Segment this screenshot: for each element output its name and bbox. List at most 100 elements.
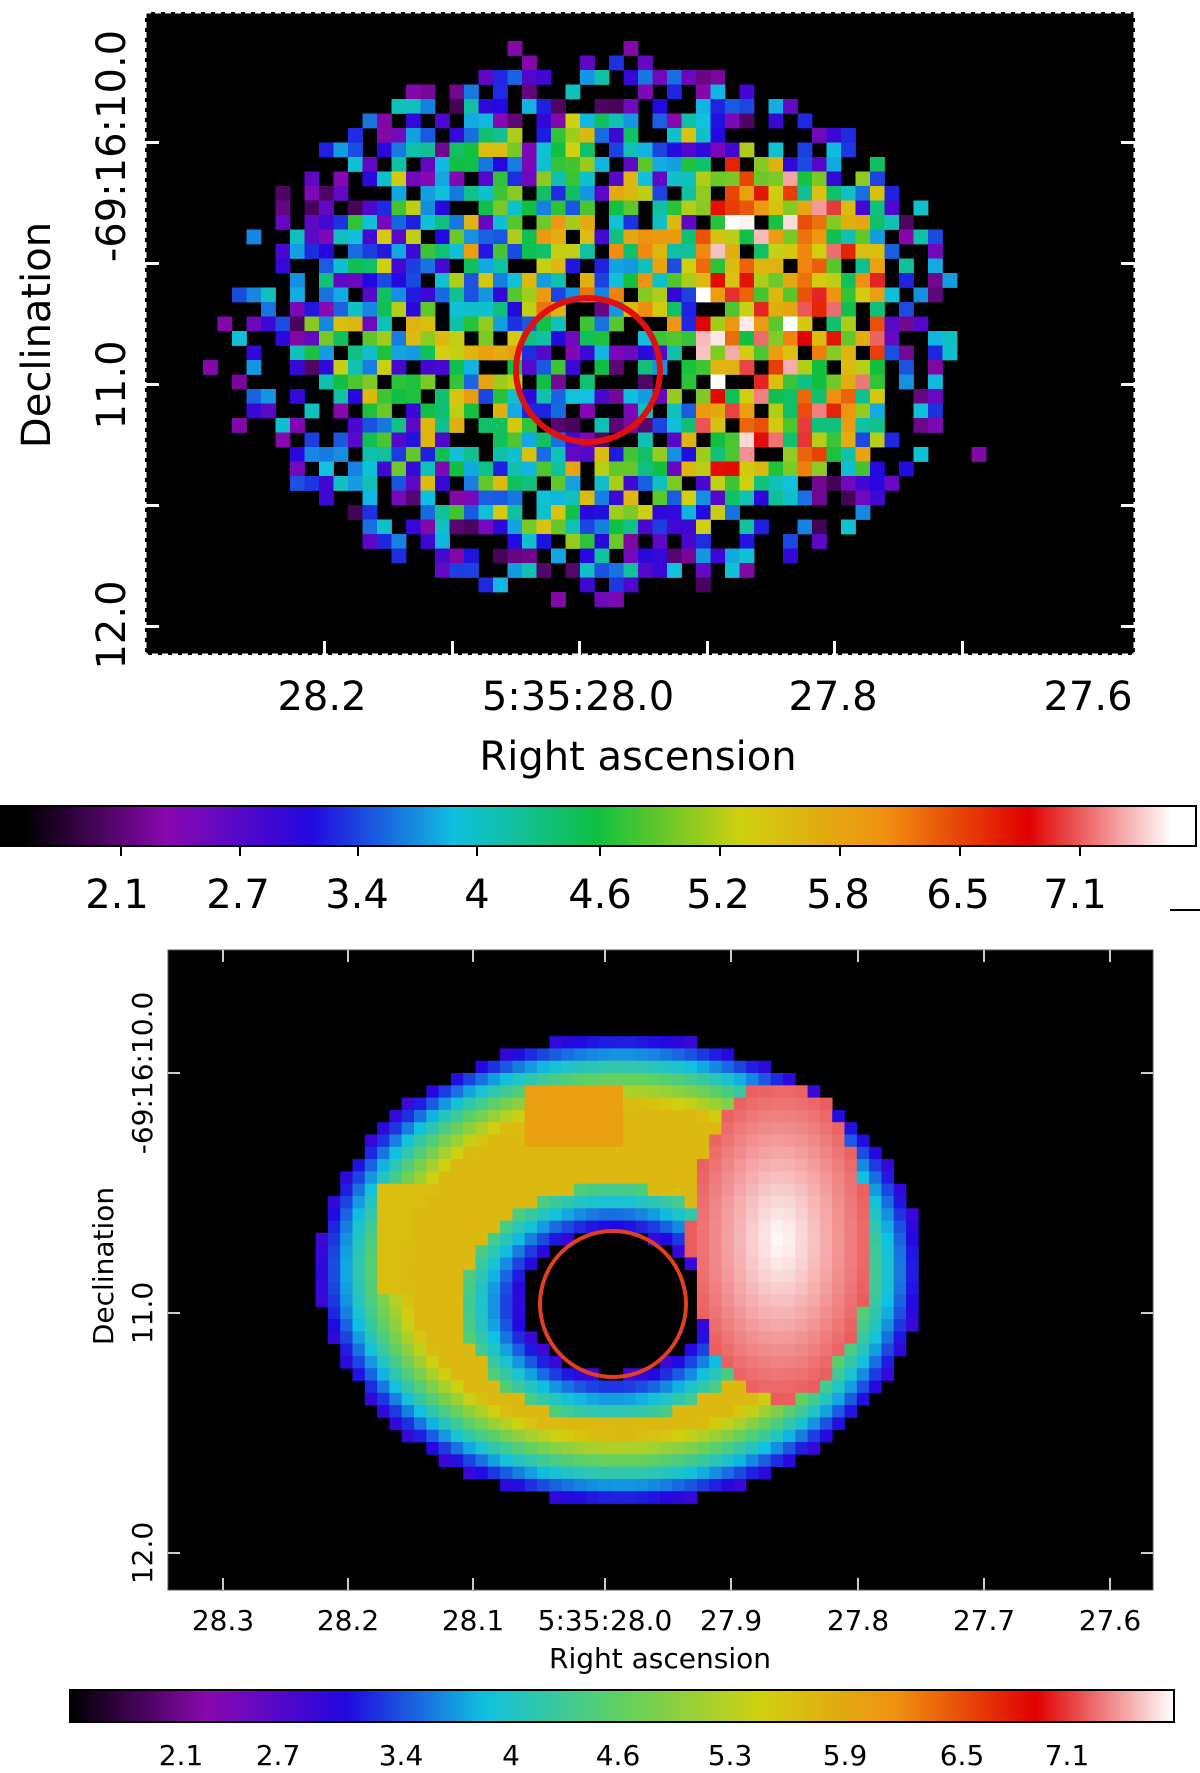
top-image-pixel [652,229,668,245]
top-image-pixel [565,258,581,274]
bottom-image-pixel [869,1294,882,1308]
bottom-image-pixel [500,1183,513,1197]
top-image-pixel [841,447,856,462]
top-image-pixel [522,142,537,158]
bottom-image-pixel [795,1220,808,1234]
top-image-pixel [841,360,856,375]
bottom-image-pixel [881,1306,895,1320]
bottom-image-pixel [340,1282,353,1295]
bottom-image-pixel [696,1134,710,1148]
top-image-pixel [420,128,436,143]
bottom-image-pixel [524,1478,538,1492]
bottom-image-pixel [524,1442,538,1455]
bottom-image-pixel [647,1036,661,1049]
top-image-pixel [841,128,856,143]
top-image-pixel [406,113,421,129]
top-image-pixel [406,229,421,245]
bottom-image-pixel [758,1085,772,1098]
top-image-pixel [507,186,523,201]
top-image-pixel [565,200,581,216]
bottom-image-pixel [352,1220,366,1234]
top-image-pixel [435,345,450,361]
top-colorbar-tick-label: 4 [464,872,489,918]
top-image-pixel [493,577,508,593]
bottom-image-pixel [598,1392,612,1406]
top-image-pixel [464,258,479,274]
bottom-image-pixel [426,1429,439,1443]
bottom-image-pixel [647,1122,661,1135]
top-image-pixel [362,200,378,216]
bottom-image-pixel [819,1343,833,1357]
bottom-image-pixel [696,1442,710,1455]
bottom-image-pixel [684,1171,698,1185]
top-image-pixel [812,418,827,433]
top-image-pixel [826,200,842,216]
bottom-image-pixel [696,1343,710,1357]
bottom-image-pixel [352,1306,366,1320]
bottom-image-pixel [684,1417,698,1431]
bottom-image-pixel [684,1196,698,1209]
bottom-image-pixel [598,1085,612,1098]
bottom-image-pixel [426,1232,439,1246]
top-image-pixel [826,331,842,346]
bottom-image-pixel [746,1171,759,1185]
top-image-pixel [754,186,769,201]
top-image-pixel [696,447,711,462]
bottom-image-pixel [721,1466,735,1480]
top-image-pixel [594,519,610,535]
top-image-pixel [638,447,653,462]
bottom-image-pixel [487,1146,501,1160]
top-image-pixel [667,200,682,216]
top-image-pixel [449,273,465,288]
bottom-image-pixel [733,1097,747,1111]
top-image-pixel [725,476,740,491]
top-image-pixel [826,142,842,158]
bottom-colorbar-tick-label: 6.5 [940,1739,985,1772]
bottom-image-pixel [733,1232,747,1246]
bottom-image-pixel [586,1073,599,1086]
bottom-image-pixel [807,1429,821,1443]
bottom-image-pixel [438,1134,452,1148]
bottom-image-pixel [414,1331,427,1344]
bottom-image-pixel [426,1122,439,1135]
bottom-image-pixel [340,1355,353,1369]
bottom-image-pixel [795,1319,808,1332]
bottom-image-pixel [401,1146,415,1160]
top-image-pixel [333,389,349,404]
top-image-pixel [551,171,566,187]
bottom-image-pixel [807,1392,821,1406]
bottom-image-pixel [524,1085,538,1098]
bottom-image-pixel [487,1294,501,1308]
bottom-image-pixel [475,1171,489,1185]
top-image-pixel [855,331,871,346]
top-image-pixel [768,360,784,375]
top-image-pixel [942,345,958,361]
top-image-pixel [725,215,740,230]
bottom-image-pixel [500,1466,513,1480]
bottom-image-pixel [352,1355,366,1369]
top-image-pixel [870,331,885,346]
top-image-pixel [855,171,871,187]
bottom-image-pixel [524,1355,538,1369]
top-image-pixel [696,157,711,172]
top-image-pixel [551,418,566,433]
bottom-image-pixel [733,1282,747,1295]
bottom-image-pixel [537,1109,550,1123]
bottom-image-pixel [438,1122,452,1135]
bottom-image-pixel [844,1183,858,1197]
top-image-pixel [841,186,856,201]
bottom-image-pixel [549,1392,562,1406]
top-image-pixel [319,287,334,303]
bottom-image-pixel [746,1355,759,1369]
bottom-image-pixel [672,1109,685,1123]
top-image-pixel [797,519,813,535]
top-image-pixel [406,316,421,332]
top-image-pixel [609,258,624,274]
bottom-image-pixel [463,1146,476,1160]
top-image-pixel [710,70,726,85]
bottom-image-pixel [783,1429,796,1443]
top-image-pixel [435,418,450,433]
top-image-pixel [710,287,726,303]
top-image-pixel [710,113,726,129]
top-image-pixel [638,171,653,187]
